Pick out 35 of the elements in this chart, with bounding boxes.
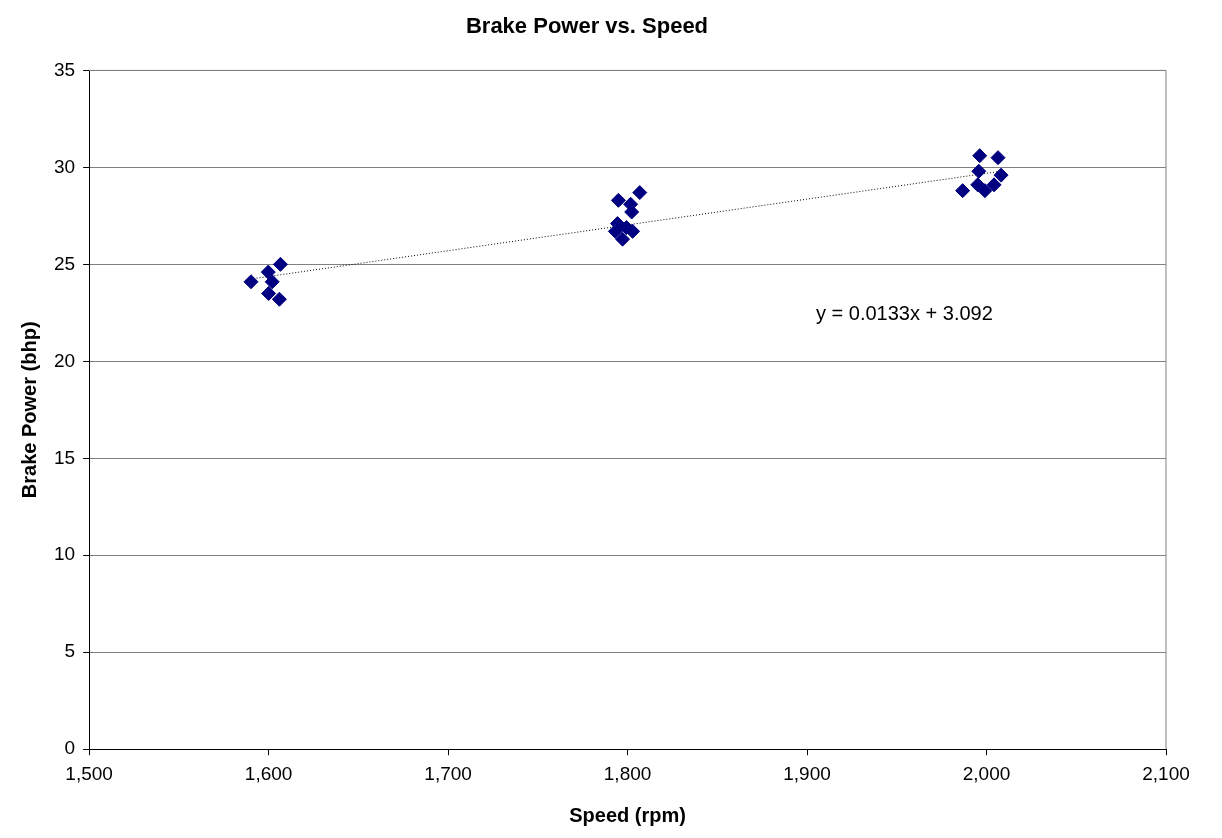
point [243, 274, 259, 290]
point [260, 264, 276, 280]
x-tick-label: 2,000 [962, 762, 1011, 784]
x-tick-label: 1,600 [244, 762, 293, 784]
y-tick-label: 15 [53, 446, 76, 468]
point [271, 291, 287, 307]
point [264, 274, 280, 290]
point [610, 192, 626, 208]
point [971, 163, 987, 179]
point [261, 285, 277, 301]
point [977, 183, 993, 199]
y-tick-label: 5 [64, 640, 76, 662]
y-tick-label: 25 [53, 252, 76, 274]
x-axis-title: Speed (rpm) [569, 803, 686, 826]
point [972, 148, 988, 164]
y-tick-label: 30 [53, 155, 76, 177]
y-tick-label: 35 [53, 58, 76, 80]
x-tick-label: 1,800 [603, 762, 652, 784]
point [615, 231, 631, 247]
y-tick-label: 10 [53, 543, 76, 565]
point [990, 150, 1006, 166]
x-tick-label: 1,900 [783, 762, 831, 784]
point [272, 256, 288, 272]
point [955, 183, 971, 199]
x-tick-label: 1,700 [424, 762, 472, 784]
x-tick-label: 1,500 [65, 762, 113, 784]
y-tick-label: 20 [53, 349, 76, 371]
point [986, 177, 1002, 193]
y-tick-label: 0 [64, 737, 76, 759]
y-axis-title: Brake Power (bhp) [17, 321, 40, 499]
point [632, 185, 648, 201]
annotation: y = 0.0133x + 3.092 [816, 302, 993, 325]
x-tick-label: 2,100 [1142, 762, 1190, 784]
point [993, 167, 1009, 183]
chart-title: Brake Power vs. Speed [465, 13, 709, 39]
